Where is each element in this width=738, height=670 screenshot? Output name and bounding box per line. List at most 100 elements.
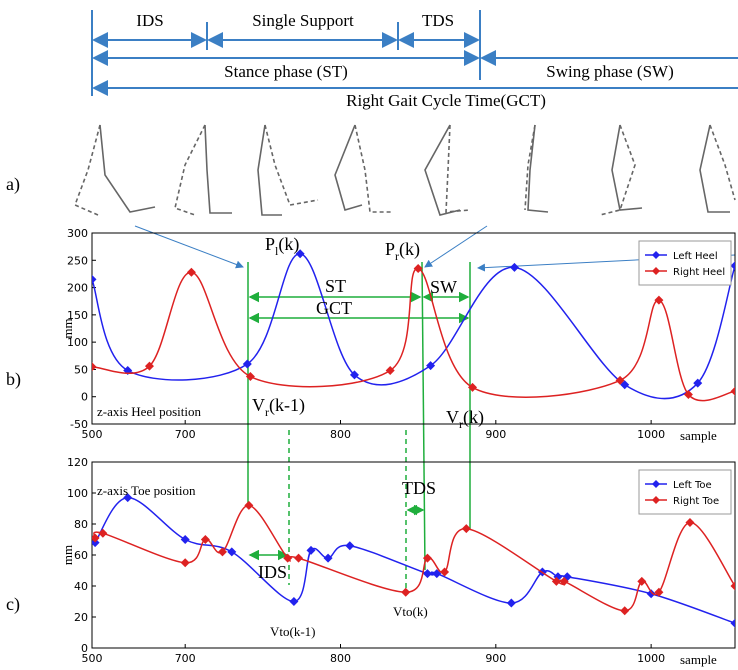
legend-marker (652, 496, 660, 504)
data-point (283, 553, 293, 563)
annotation-tail: (k-1) (269, 395, 305, 416)
data-point (422, 569, 432, 579)
phase-label: IDS (136, 11, 163, 30)
data-point (730, 386, 735, 396)
y-tick-label: 80 (74, 518, 88, 531)
annotation-text: P (265, 234, 275, 254)
x-tick-label: 500 (82, 428, 103, 441)
y-tick-label: 250 (67, 254, 88, 267)
data-point (306, 545, 316, 555)
x-axis-label: sample (680, 652, 717, 667)
legend-box (638, 240, 732, 286)
legend-label: Left Toe (673, 480, 712, 491)
data-point (730, 618, 735, 628)
annotation-text: SW (430, 277, 457, 297)
data-point (730, 581, 735, 591)
annotation-sub: r (265, 405, 269, 419)
plot-area (92, 493, 735, 628)
data-point (637, 576, 647, 586)
panel-label: a) (6, 174, 20, 195)
data-point (683, 390, 693, 400)
legend-box (638, 469, 732, 515)
data-point (245, 372, 255, 382)
phase-label: Right Gait Cycle Time(GCT) (346, 91, 546, 110)
data-point (461, 524, 471, 534)
y-axis-label: mm (60, 318, 75, 338)
y-tick-label: 0 (81, 391, 88, 404)
annotation: Vto(k) (393, 604, 428, 619)
annotation: ST (325, 276, 346, 296)
series-line (92, 252, 735, 400)
data-point (615, 375, 625, 385)
data-point (730, 261, 735, 271)
legend-marker (652, 480, 660, 488)
legend-label: Left Heel (673, 251, 718, 262)
annotation-sub: r (459, 417, 463, 431)
legend-marker (652, 251, 660, 259)
data-point (349, 370, 359, 380)
data-point (345, 541, 355, 551)
annotation-text: V (446, 407, 459, 427)
data-point (180, 558, 190, 568)
annotation: Vr(k-1) (252, 395, 305, 419)
annotation-text: z-axis Heel position (97, 404, 201, 419)
annotation-sub: l (275, 244, 279, 258)
data-point (693, 378, 703, 388)
y-tick-label: 20 (74, 611, 88, 624)
annotation: SW (430, 277, 457, 297)
annotation-tail: (k) (399, 239, 420, 260)
plot-area (92, 249, 735, 402)
annotation-text: P (385, 239, 395, 259)
y-tick-label: 60 (74, 549, 88, 562)
data-point (654, 295, 664, 305)
annotation: Pl(k) (265, 234, 299, 258)
data-point (551, 576, 561, 586)
data-point (468, 382, 478, 392)
data-point (646, 589, 656, 599)
x-axis-label: sample (680, 428, 717, 443)
data-point (323, 553, 333, 563)
data-point (180, 535, 190, 544)
annotation-text: TDS (402, 478, 436, 498)
data-point (295, 249, 305, 259)
panel-label: b) (6, 369, 21, 390)
y-tick-label: 50 (74, 363, 88, 376)
data-point (422, 553, 432, 563)
annotation-text: GCT (316, 298, 352, 318)
data-point (92, 362, 97, 372)
annotation-tail: (k) (278, 234, 299, 255)
data-point (144, 361, 154, 371)
y-tick-label: 120 (67, 456, 88, 469)
y-tick-label: 100 (67, 336, 88, 349)
x-tick-label: 900 (485, 652, 506, 665)
phase-label: TDS (422, 11, 454, 30)
legend-label: Right Toe (673, 496, 719, 507)
annotation: Pr(k) (385, 239, 420, 263)
x-tick-label: 800 (330, 652, 351, 665)
annotation: Vr(k) (446, 407, 484, 431)
annotation-text: Vto(k) (393, 604, 428, 619)
data-point (654, 587, 664, 597)
annotation-text: ST (325, 276, 346, 296)
data-point (227, 547, 237, 557)
y-tick-label: 200 (67, 282, 88, 295)
x-tick-label: 800 (330, 428, 351, 441)
annotation: z-axis Toe position (97, 483, 196, 498)
x-tick-label: 700 (175, 652, 196, 665)
annotation-text: IDS (258, 562, 287, 582)
x-tick-label: 900 (485, 428, 506, 441)
x-tick-label: 500 (82, 652, 103, 665)
annotation-text: Vto(k-1) (270, 624, 316, 639)
y-tick-label: 300 (67, 227, 88, 240)
data-point (440, 567, 450, 577)
series-line (92, 267, 735, 402)
data-point (217, 547, 227, 557)
annotation-tail: (k) (463, 407, 484, 428)
data-point (385, 366, 395, 376)
data-point (242, 359, 252, 369)
data-point (559, 576, 569, 586)
stick-figures (73, 124, 736, 216)
data-point (294, 553, 304, 563)
data-point (244, 500, 254, 510)
annotation-text: z-axis Toe position (97, 483, 196, 498)
